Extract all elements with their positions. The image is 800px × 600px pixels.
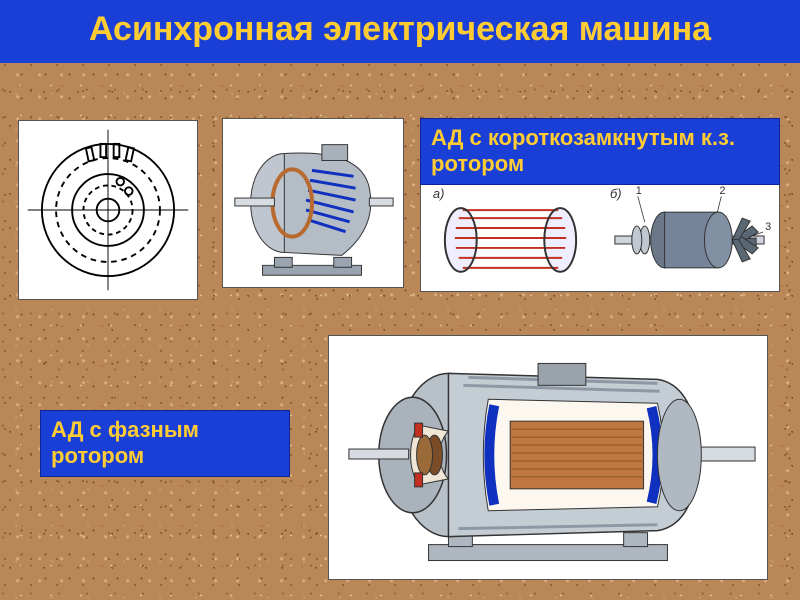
- label-wound-rotor: АД с фазным ротором: [40, 410, 290, 477]
- svg-text:1: 1: [636, 185, 642, 197]
- svg-text:3: 3: [765, 221, 771, 233]
- sublabel-b: б): [610, 186, 622, 201]
- figure-cross-section: [18, 120, 198, 300]
- cutaway-wr-svg: [329, 335, 767, 580]
- rotor-pair-svg: а) б): [421, 182, 779, 292]
- cutaway-sc-svg: [223, 118, 403, 288]
- sublabel-a: а): [433, 186, 444, 201]
- slide-title: Асинхронная электрическая машина: [0, 0, 800, 63]
- figure-cutaway-wound-rotor: [328, 335, 768, 580]
- figure-cutaway-squirrel-cage: [222, 118, 404, 288]
- svg-text:2: 2: [719, 185, 725, 197]
- label-squirrel-cage-text: АД с короткозамкнутым к.з. ротором: [431, 125, 735, 176]
- label-wound-rotor-text: АД с фазным ротором: [51, 417, 199, 468]
- slide-title-text: Асинхронная электрическая машина: [89, 10, 711, 48]
- figure-rotor-pair: а) б): [420, 182, 780, 292]
- label-squirrel-cage: АД с короткозамкнутым к.з. ротором: [420, 118, 780, 185]
- cross-section-svg: [23, 125, 193, 295]
